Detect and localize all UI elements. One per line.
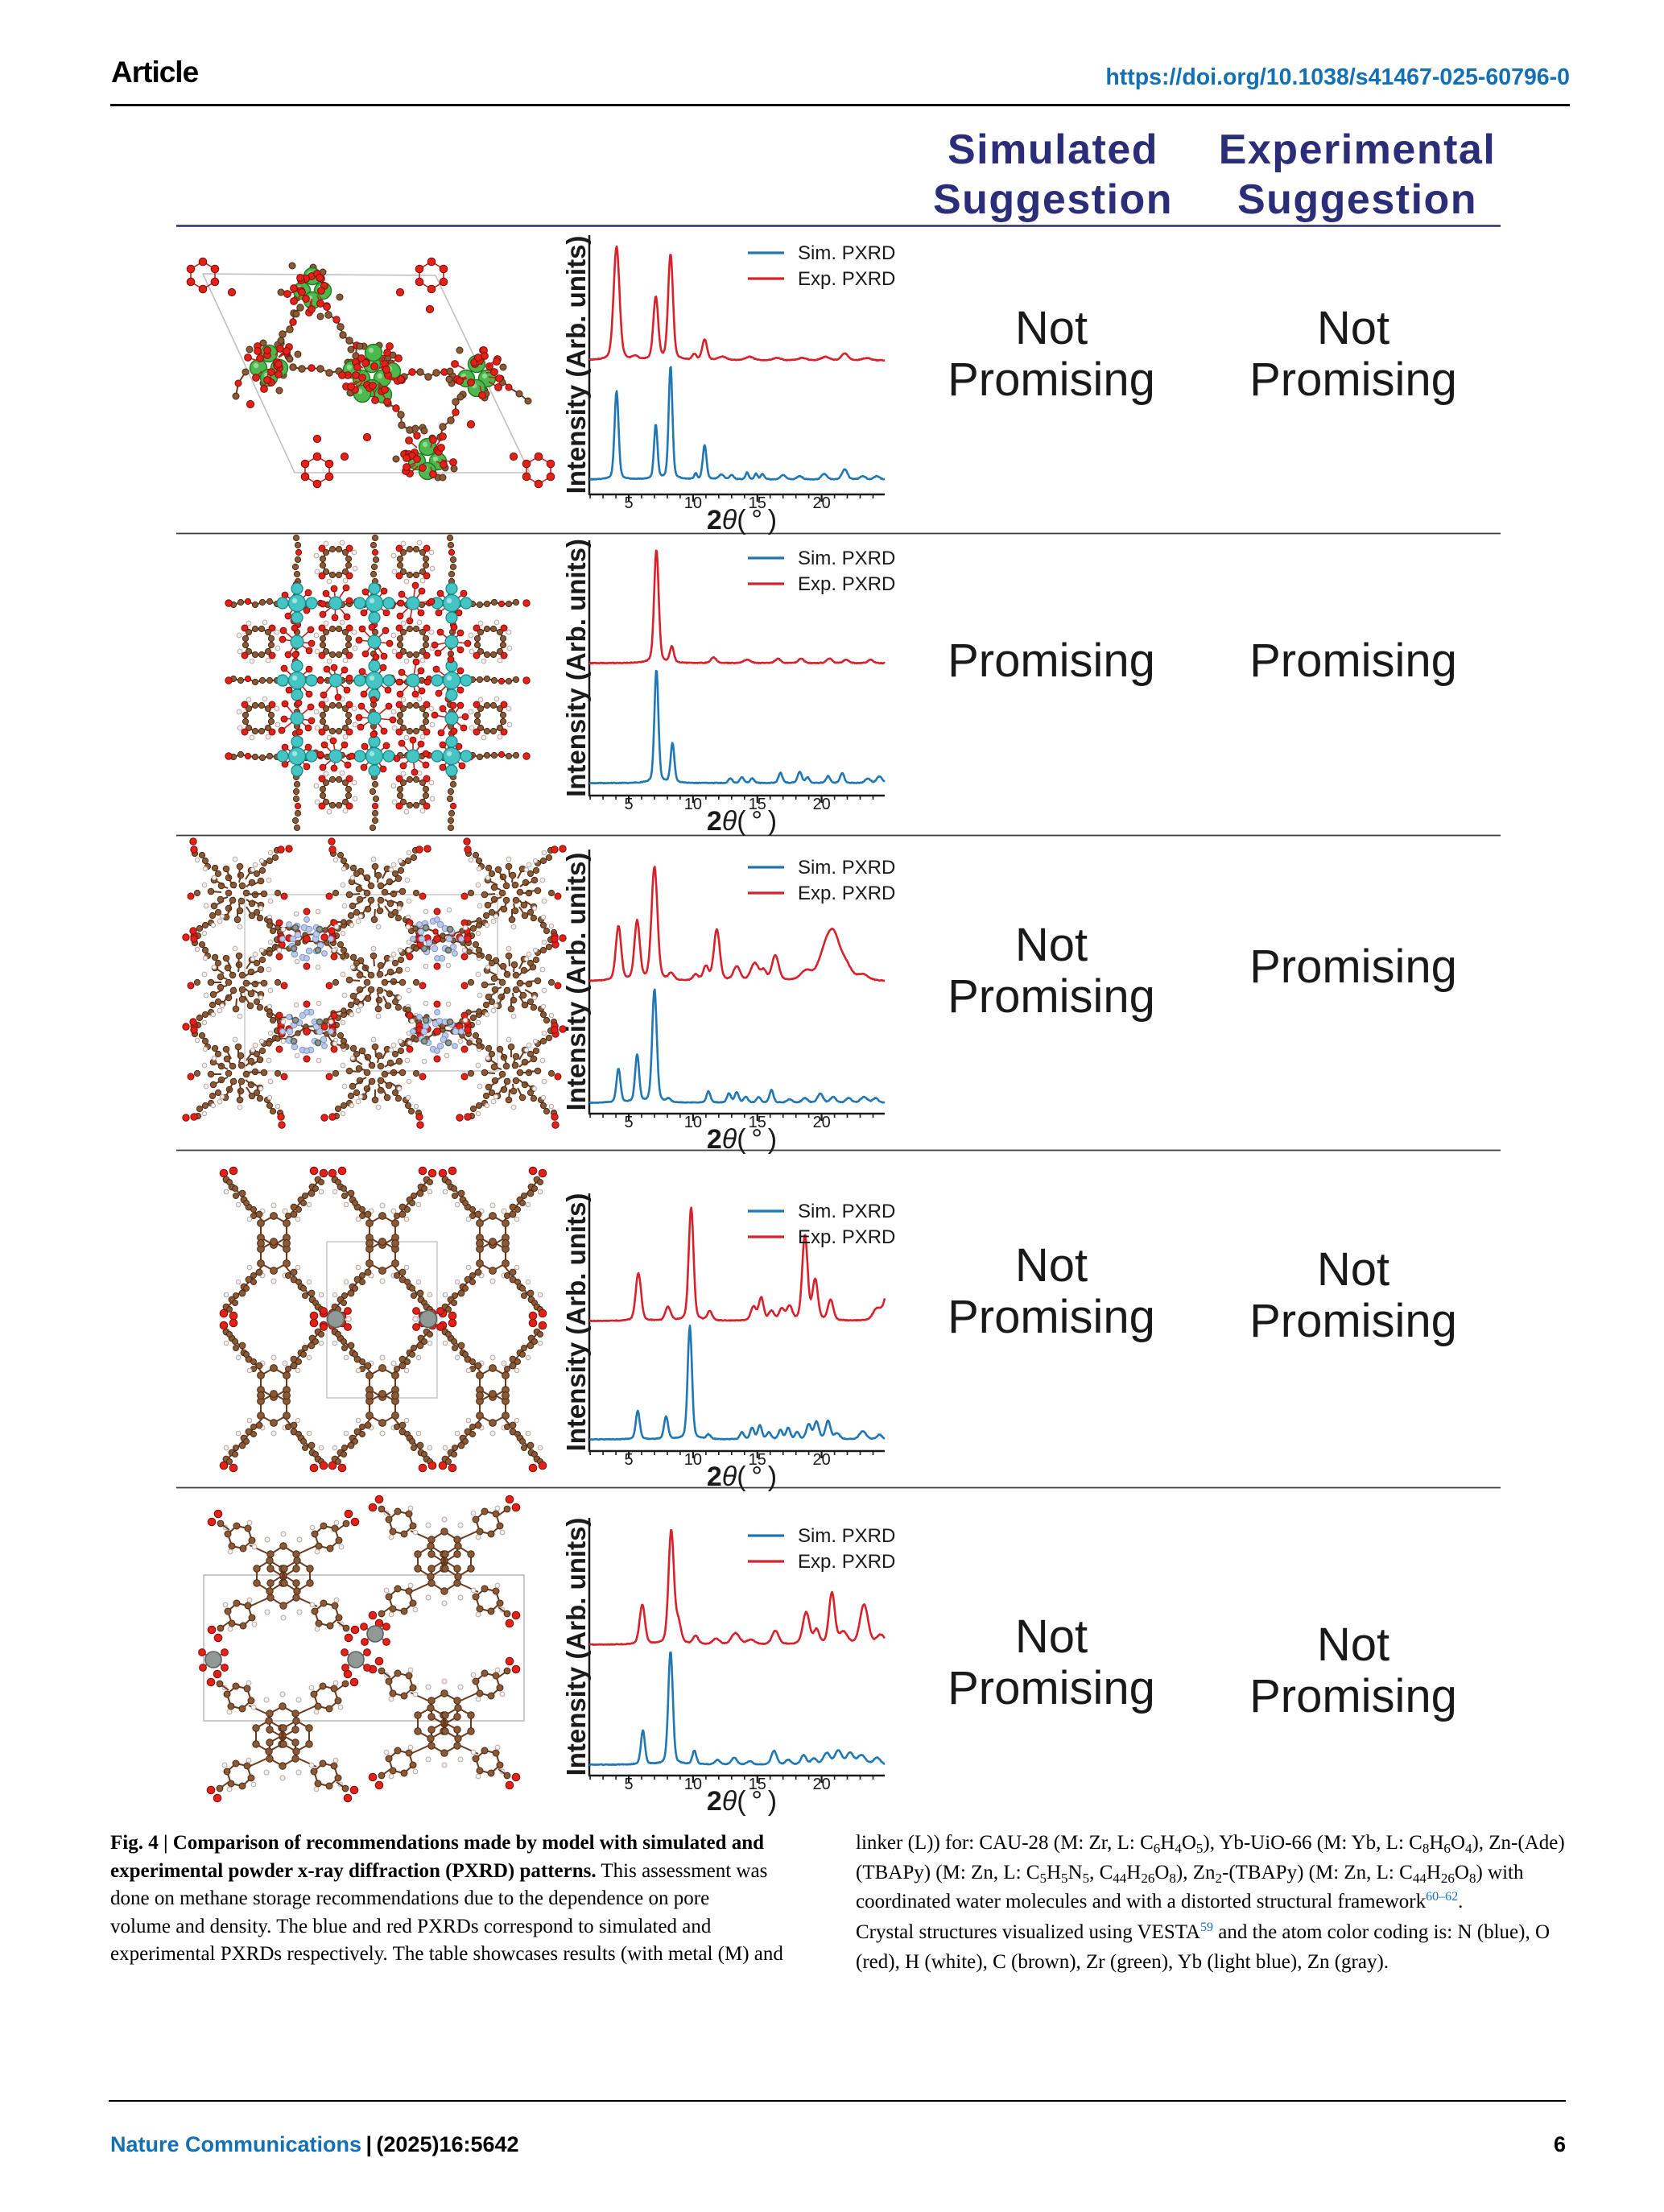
svg-text:15: 15 bbox=[749, 494, 766, 512]
svg-text:Not: Not bbox=[1317, 1619, 1389, 1671]
svg-text:2θ( ° ): 2θ( ° ) bbox=[707, 1124, 777, 1155]
svg-text:2θ( ° ): 2θ( ° ) bbox=[707, 1462, 777, 1492]
svg-text:20: 20 bbox=[812, 796, 830, 813]
svg-text:Exp. PXRD: Exp. PXRD bbox=[798, 268, 895, 290]
svg-text:Exp. PXRD: Exp. PXRD bbox=[798, 1226, 895, 1248]
svg-text:5: 5 bbox=[625, 796, 634, 813]
svg-text:5: 5 bbox=[625, 1451, 634, 1469]
svg-text:Promising: Promising bbox=[1249, 941, 1457, 993]
svg-text:Promising: Promising bbox=[1249, 1295, 1457, 1347]
svg-text:Sim. PXRD: Sim. PXRD bbox=[798, 857, 895, 879]
svg-text:Intensity (Arb. units): Intensity (Arb. units) bbox=[561, 539, 591, 797]
svg-text:Promising: Promising bbox=[1249, 635, 1457, 687]
svg-text:Sim. PXRD: Sim. PXRD bbox=[798, 242, 895, 264]
svg-text:15: 15 bbox=[749, 796, 766, 813]
svg-text:2θ( ° ): 2θ( ° ) bbox=[707, 505, 777, 535]
svg-text:Not: Not bbox=[1317, 302, 1389, 354]
svg-text:Promising: Promising bbox=[1249, 354, 1457, 406]
svg-text:Promising: Promising bbox=[948, 354, 1155, 406]
svg-text:5: 5 bbox=[625, 494, 634, 512]
svg-text:Not: Not bbox=[1015, 919, 1088, 971]
svg-text:Not: Not bbox=[1015, 302, 1088, 354]
svg-text:Exp. PXRD: Exp. PXRD bbox=[798, 883, 895, 904]
svg-text:Promising: Promising bbox=[948, 970, 1155, 1023]
svg-text:20: 20 bbox=[812, 1776, 830, 1793]
svg-text:Exp. PXRD: Exp. PXRD bbox=[798, 1551, 895, 1573]
svg-text:15: 15 bbox=[749, 1451, 766, 1469]
svg-text:5: 5 bbox=[625, 1776, 634, 1793]
svg-text:Sim. PXRD: Sim. PXRD bbox=[798, 1201, 895, 1222]
svg-text:Intensity (Arb. units): Intensity (Arb. units) bbox=[561, 236, 591, 494]
svg-text:10: 10 bbox=[684, 1114, 702, 1131]
svg-text:Intensity (Arb. units): Intensity (Arb. units) bbox=[561, 1193, 591, 1452]
svg-text:Promising: Promising bbox=[948, 635, 1155, 687]
svg-text:Not: Not bbox=[1015, 1239, 1088, 1292]
svg-text:Exp. PXRD: Exp. PXRD bbox=[798, 573, 895, 595]
svg-text:2θ( ° ): 2θ( ° ) bbox=[707, 1786, 777, 1817]
svg-text:10: 10 bbox=[684, 796, 702, 813]
svg-text:Not: Not bbox=[1317, 1243, 1389, 1296]
svg-text:10: 10 bbox=[684, 1776, 702, 1793]
svg-text:20: 20 bbox=[812, 1114, 830, 1131]
svg-text:20: 20 bbox=[812, 494, 830, 512]
svg-text:Sim. PXRD: Sim. PXRD bbox=[798, 548, 895, 569]
svg-text:10: 10 bbox=[684, 494, 702, 512]
svg-text:15: 15 bbox=[749, 1114, 766, 1131]
svg-text:Promising: Promising bbox=[948, 1291, 1155, 1343]
svg-text:20: 20 bbox=[812, 1451, 830, 1469]
svg-text:10: 10 bbox=[684, 1451, 702, 1469]
svg-text:Promising: Promising bbox=[1249, 1670, 1457, 1722]
svg-text:Sim. PXRD: Sim. PXRD bbox=[798, 1525, 895, 1547]
svg-text:15: 15 bbox=[749, 1776, 766, 1793]
svg-text:Promising: Promising bbox=[948, 1662, 1155, 1714]
svg-text:5: 5 bbox=[625, 1114, 634, 1131]
svg-text:Intensity (Arb. units): Intensity (Arb. units) bbox=[561, 853, 591, 1111]
svg-text:Not: Not bbox=[1015, 1610, 1088, 1663]
svg-text:2θ( ° ): 2θ( ° ) bbox=[707, 806, 777, 837]
svg-text:Intensity (Arb. units): Intensity (Arb. units) bbox=[561, 1518, 591, 1776]
